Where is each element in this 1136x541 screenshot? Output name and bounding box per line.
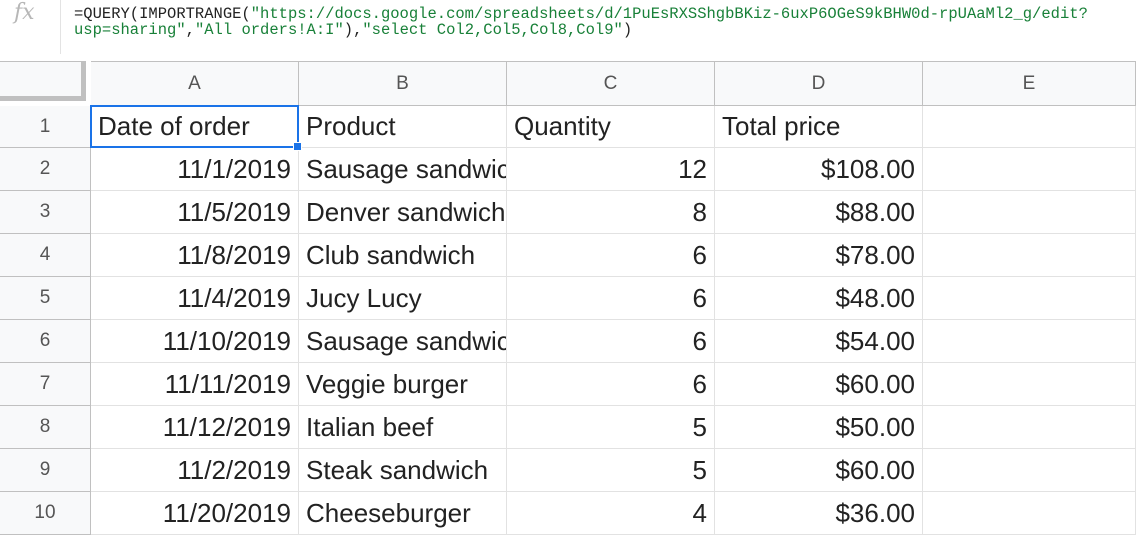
select-all-corner[interactable] [0, 61, 86, 101]
cell-a7[interactable]: 11/11/2019 [91, 363, 299, 406]
formula-bar-divider [60, 0, 61, 54]
cell-a5[interactable]: 11/4/2019 [91, 277, 299, 320]
cell-e6[interactable] [923, 320, 1136, 363]
row-header-2[interactable]: 2 [0, 148, 91, 191]
formula-text-url: "https://docs.google.com/spreadsheets/d/… [250, 5, 1088, 23]
formula-text-url-end: usp=sharing" [74, 21, 186, 39]
column-header-c[interactable]: C [507, 61, 715, 106]
cell-c7[interactable]: 6 [507, 363, 715, 406]
cell-c4[interactable]: 6 [507, 234, 715, 277]
cell-b5[interactable]: Jucy Lucy [299, 277, 507, 320]
row-header-9[interactable]: 9 [0, 449, 91, 492]
formula-text-sep: , [185, 21, 195, 39]
row-header-4[interactable]: 4 [0, 234, 91, 277]
row-header-3[interactable]: 3 [0, 191, 91, 234]
cell-e7[interactable] [923, 363, 1136, 406]
row-header-6[interactable]: 6 [0, 320, 91, 363]
formula-text-end: ) [622, 21, 633, 39]
cell-b4[interactable]: Club sandwich [299, 234, 507, 277]
formula-bar: fx =QUERY(IMPORTRANGE("https://docs.goog… [0, 0, 1136, 61]
cell-e10[interactable] [923, 492, 1136, 535]
cell-a9[interactable]: 11/2/2019 [91, 449, 299, 492]
cell-a1[interactable]: Date of order [91, 106, 299, 148]
cell-d7[interactable]: $60.00 [715, 363, 923, 406]
cell-e5[interactable] [923, 277, 1136, 320]
cell-a2[interactable]: 11/1/2019 [91, 148, 299, 191]
cell-b9[interactable]: Steak sandwich [299, 449, 507, 492]
cell-b1[interactable]: Product [299, 106, 507, 148]
row-header-10[interactable]: 10 [0, 492, 91, 535]
cell-e4[interactable] [923, 234, 1136, 277]
column-header-e[interactable]: E [923, 61, 1136, 106]
cell-b2[interactable]: Sausage sandwich [299, 148, 507, 191]
cell-b3[interactable]: Denver sandwich [299, 191, 507, 234]
cell-a10[interactable]: 11/20/2019 [91, 492, 299, 535]
cell-d10[interactable]: $36.00 [715, 492, 923, 535]
cell-d8[interactable]: $50.00 [715, 406, 923, 449]
cell-c9[interactable]: 5 [507, 449, 715, 492]
cell-c1[interactable]: Quantity [507, 106, 715, 148]
cell-b6[interactable]: Sausage sandwich [299, 320, 507, 363]
cell-d2[interactable]: $108.00 [715, 148, 923, 191]
formula-text-query: "select Col2,Col5,Col8,Col9" [362, 21, 623, 39]
cell-a6[interactable]: 11/10/2019 [91, 320, 299, 363]
cell-e8[interactable] [923, 406, 1136, 449]
formula-text-sep2: ), [343, 21, 363, 39]
cell-e3[interactable] [923, 191, 1136, 234]
formula-text-range: "All orders!A:I" [194, 21, 344, 39]
column-header-a[interactable]: A [91, 61, 299, 106]
cell-a4[interactable]: 11/8/2019 [91, 234, 299, 277]
cell-c10[interactable]: 4 [507, 492, 715, 535]
cell-d4[interactable]: $78.00 [715, 234, 923, 277]
cell-d6[interactable]: $54.00 [715, 320, 923, 363]
cell-e2[interactable] [923, 148, 1136, 191]
cell-b8[interactable]: Italian beef [299, 406, 507, 449]
row-header-7[interactable]: 7 [0, 363, 91, 406]
cell-a8[interactable]: 11/12/2019 [91, 406, 299, 449]
cell-d5[interactable]: $48.00 [715, 277, 923, 320]
formula-input[interactable]: =QUERY(IMPORTRANGE("https://docs.google.… [74, 6, 1132, 38]
row-header-5[interactable]: 5 [0, 277, 91, 320]
cell-c5[interactable]: 6 [507, 277, 715, 320]
cell-d3[interactable]: $88.00 [715, 191, 923, 234]
cell-b7[interactable]: Veggie burger [299, 363, 507, 406]
row-header-8[interactable]: 8 [0, 406, 91, 449]
cell-c3[interactable]: 8 [507, 191, 715, 234]
cell-e1[interactable] [923, 106, 1136, 148]
cell-c8[interactable]: 5 [507, 406, 715, 449]
cell-c6[interactable]: 6 [507, 320, 715, 363]
cell-e9[interactable] [923, 449, 1136, 492]
formula-text-prefix: =QUERY(IMPORTRANGE( [74, 5, 251, 23]
cell-d1[interactable]: Total price [715, 106, 923, 148]
fx-icon: fx [14, 0, 35, 25]
cell-c2[interactable]: 12 [507, 148, 715, 191]
row-header-1[interactable]: 1 [0, 106, 91, 148]
column-header-d[interactable]: D [715, 61, 923, 106]
column-header-b[interactable]: B [299, 61, 507, 106]
cell-d9[interactable]: $60.00 [715, 449, 923, 492]
cell-b10[interactable]: Cheeseburger [299, 492, 507, 535]
cell-a3[interactable]: 11/5/2019 [91, 191, 299, 234]
